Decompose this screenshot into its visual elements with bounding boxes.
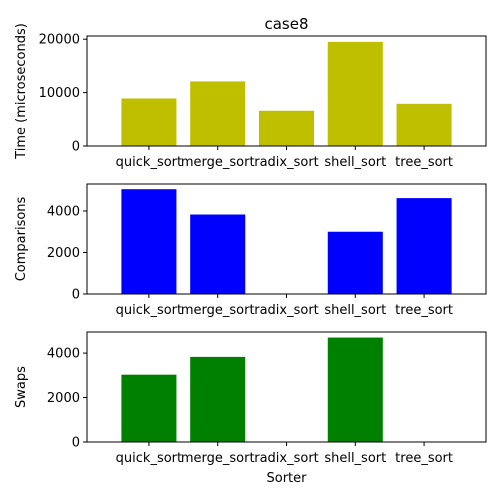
x-tick-label: shell_sort	[324, 155, 386, 170]
y-tick-label: 10000	[39, 86, 80, 101]
y-tick-label: 20000	[39, 33, 80, 48]
bar-merge_sort	[190, 356, 246, 442]
bar-shell_sort	[327, 41, 383, 146]
bar-merge_sort	[190, 214, 246, 294]
y-axis-label: Comparisons	[14, 196, 29, 281]
y-tick-label: 0	[72, 140, 80, 155]
x-tick-label: radix_sort	[254, 303, 319, 318]
bar-shell_sort	[327, 337, 383, 442]
bar-tree_sort	[396, 198, 452, 294]
x-tick-label: merge_sort	[181, 155, 255, 170]
x-tick-label: shell_sort	[324, 451, 386, 466]
x-tick-label: radix_sort	[254, 451, 319, 466]
x-tick-label: tree_sort	[395, 451, 453, 466]
x-tick-label: merge_sort	[181, 303, 255, 318]
x-axis-label: Sorter	[267, 471, 308, 486]
y-tick-label: 0	[72, 288, 80, 303]
x-tick-label: radix_sort	[254, 155, 319, 170]
x-tick-label: shell_sort	[324, 303, 386, 318]
x-tick-label: quick_sort	[116, 303, 182, 318]
chart-title: case8	[264, 15, 308, 33]
bar-radix_sort	[258, 110, 315, 146]
y-tick-label: 2000	[47, 246, 80, 261]
bar-tree_sort	[396, 103, 452, 146]
x-tick-label: tree_sort	[395, 303, 453, 318]
x-tick-label: merge_sort	[181, 451, 255, 466]
y-axis-label: Time (microseconds)	[14, 23, 29, 160]
x-tick-label: quick_sort	[116, 451, 182, 466]
bar-quick_sort	[121, 374, 177, 442]
y-axis-label: Swaps	[14, 366, 29, 408]
y-tick-label: 2000	[47, 391, 80, 406]
bar-shell_sort	[327, 231, 383, 294]
bar-quick_sort	[121, 189, 177, 294]
y-tick-label: 0	[72, 436, 80, 451]
x-tick-label: tree_sort	[395, 155, 453, 170]
bar-merge_sort	[190, 81, 246, 146]
x-tick-label: quick_sort	[116, 155, 182, 170]
y-tick-label: 4000	[47, 204, 80, 219]
bar-quick_sort	[121, 98, 177, 146]
y-tick-label: 4000	[47, 347, 80, 362]
